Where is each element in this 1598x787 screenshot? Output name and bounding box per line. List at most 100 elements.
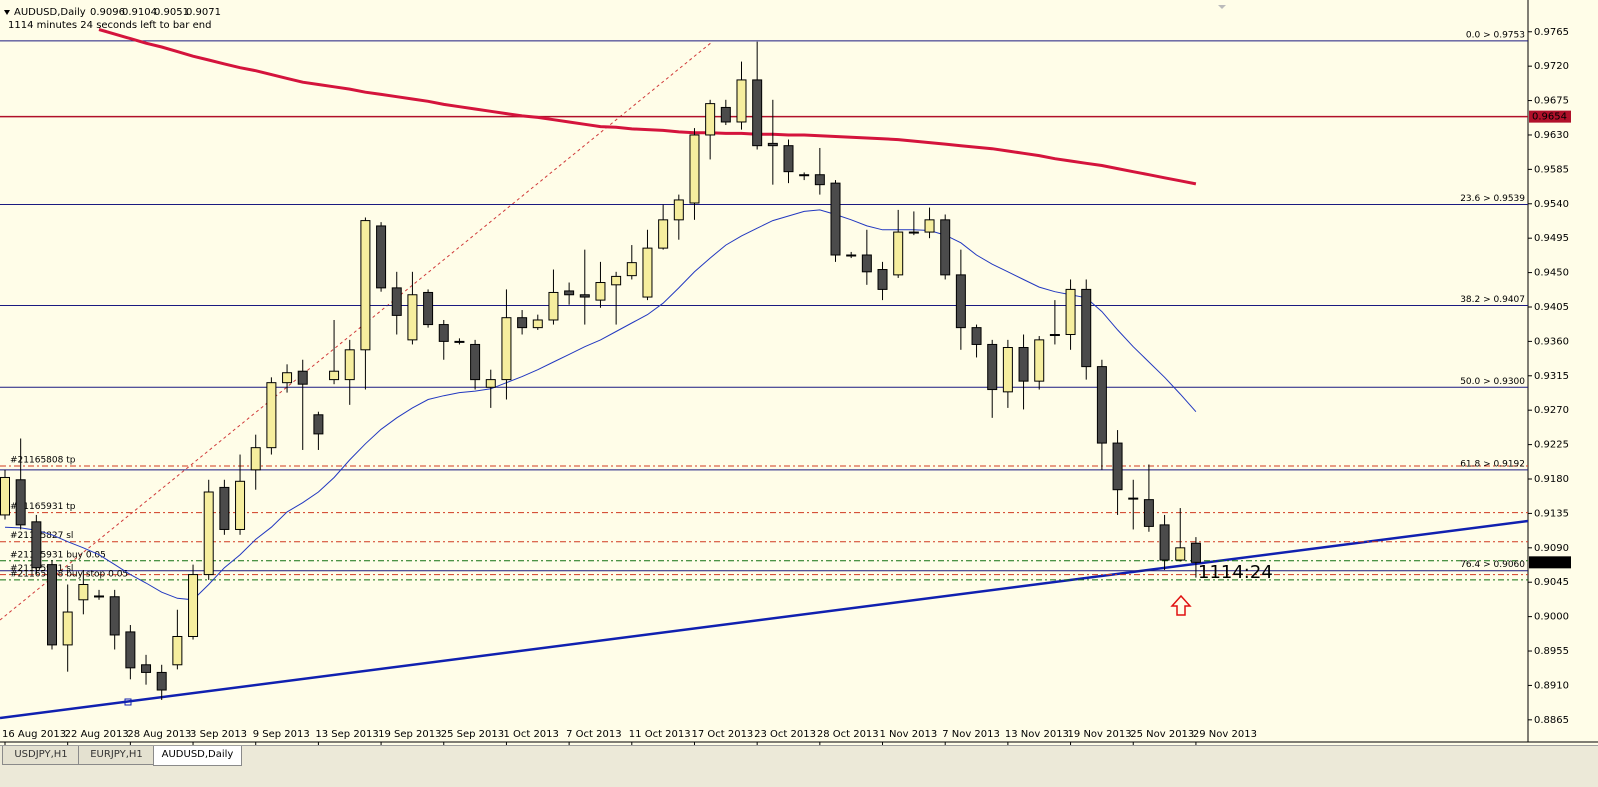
candle-body: [188, 574, 199, 637]
candle-body: [579, 294, 590, 298]
candle-body: [282, 372, 293, 384]
candle-body: [783, 145, 794, 173]
price-box-label: 0.9654: [1532, 112, 1567, 123]
y-tick-label: 0.9045: [1534, 577, 1569, 588]
candle-body: [752, 79, 763, 147]
trend-anchor: [124, 698, 132, 706]
candle-body: [673, 199, 684, 221]
price-box: [1529, 110, 1571, 123]
candle-body: [297, 370, 308, 385]
x-tick-label: 22 Aug 2013: [65, 729, 129, 740]
candle-body: [454, 340, 465, 343]
y-tick-label: 0.9765: [1534, 27, 1569, 38]
candle-body: [689, 134, 700, 204]
countdown-text: 1114 minutes 24 seconds left to bar end: [8, 20, 211, 31]
candle-body: [141, 664, 152, 673]
x-tick-label: 13 Sep 2013: [315, 729, 378, 740]
y-tick-label: 0.9720: [1534, 61, 1569, 72]
candle-body: [971, 327, 982, 345]
candle-body: [1049, 334, 1060, 337]
y-tick-label: 0.8865: [1534, 715, 1569, 726]
candle-body: [1175, 547, 1186, 561]
candle-body: [31, 521, 42, 569]
y-tick-label: 0.9270: [1534, 405, 1569, 416]
header-open: 0.9096: [90, 7, 125, 18]
chart-tab[interactable]: USDJPY,H1: [2, 746, 80, 765]
chart-tab[interactable]: EURJPY,H1: [78, 746, 155, 765]
x-tick-label: 7 Nov 2013: [942, 729, 1000, 740]
fibo-label: 23.6 > 0.9539: [1460, 194, 1525, 204]
candle-body: [485, 379, 496, 388]
candle-body: [1143, 499, 1154, 527]
fibo-label: 61.8 > 0.9192: [1460, 459, 1525, 469]
candle-body: [940, 219, 951, 276]
trend-line: [0, 519, 1529, 720]
y-tick-label: 0.9360: [1534, 336, 1569, 347]
order-label: #21165808 buy stop 0.05: [10, 569, 128, 579]
candle-body: [1018, 347, 1029, 382]
y-tick-label: 0.9540: [1534, 199, 1569, 210]
y-tick-label: 0.9495: [1534, 233, 1569, 244]
candle-body: [595, 282, 606, 301]
candle-body: [705, 103, 716, 136]
candle-body: [642, 247, 653, 298]
candle-body: [360, 220, 371, 351]
y-tick-label: 0.9315: [1534, 371, 1569, 382]
candle-body: [438, 324, 449, 342]
candle-body: [0, 476, 10, 516]
y-tick-label: 0.9630: [1534, 130, 1569, 141]
order-label: #21165827 sl: [10, 531, 73, 541]
y-tick-label: 0.9675: [1534, 96, 1569, 107]
bar-timer: 1114:24: [1198, 562, 1273, 583]
fibo-label: 38.2 > 0.9407: [1460, 295, 1525, 305]
x-tick-label: 1 Nov 2013: [880, 729, 938, 740]
menu-triangle: [4, 10, 10, 15]
candle-body: [658, 219, 669, 249]
order-label: #21165931 buy 0.05: [10, 550, 106, 560]
y-tick-label: 0.9585: [1534, 164, 1569, 175]
candle-body: [955, 274, 966, 329]
candle-body: [736, 79, 747, 123]
candle-body: [203, 491, 214, 576]
candle-body: [1065, 288, 1076, 336]
candle-body: [109, 596, 120, 636]
candle-body: [94, 595, 105, 598]
chart-tab[interactable]: AUDUSD,Daily: [153, 746, 242, 766]
candle-body: [548, 291, 559, 321]
candle-body: [830, 182, 841, 256]
candle-body: [266, 382, 277, 449]
x-tick-label: 29 Nov 2013: [1193, 729, 1257, 740]
candle-body: [1002, 347, 1013, 393]
x-tick-label: 7 Oct 2013: [566, 729, 621, 740]
candle-body: [344, 349, 355, 381]
candle-body: [62, 611, 73, 646]
chart: AUDUSD,Daily 0.9096 0.9104 0.9051 0.9071…: [0, 0, 1598, 745]
arrow-marker: [1170, 594, 1192, 616]
x-tick-label: 3 Sep 2013: [190, 729, 247, 740]
x-tick-label: 19 Sep 2013: [378, 729, 441, 740]
candle-body: [564, 290, 575, 296]
candle-body: [391, 287, 402, 316]
fibo-label: 76.4 > 0.9060: [1460, 560, 1525, 570]
candle-body: [924, 219, 935, 233]
drawing-layer: [0, 40, 1529, 720]
y-tick-label: 0.9450: [1534, 268, 1569, 279]
candle-body: [407, 294, 418, 341]
header-low: 0.9051: [154, 7, 189, 18]
y-tick-label: 0.8955: [1534, 646, 1569, 657]
candle-body: [47, 564, 58, 646]
x-tick-label: 17 Oct 2013: [691, 729, 753, 740]
x-tick-label: 23 Oct 2013: [754, 729, 816, 740]
current-price-box: [1529, 556, 1571, 569]
candle-body: [987, 343, 998, 391]
candle-body: [893, 231, 904, 276]
y-tick-label: 0.9225: [1534, 440, 1569, 451]
candle-body: [423, 291, 434, 326]
candle-body: [1128, 497, 1139, 500]
candle-body: [767, 142, 778, 147]
candle-body: [532, 319, 543, 329]
candle-body: [125, 631, 136, 669]
candle-body: [172, 635, 183, 666]
candle-body: [1081, 288, 1092, 368]
